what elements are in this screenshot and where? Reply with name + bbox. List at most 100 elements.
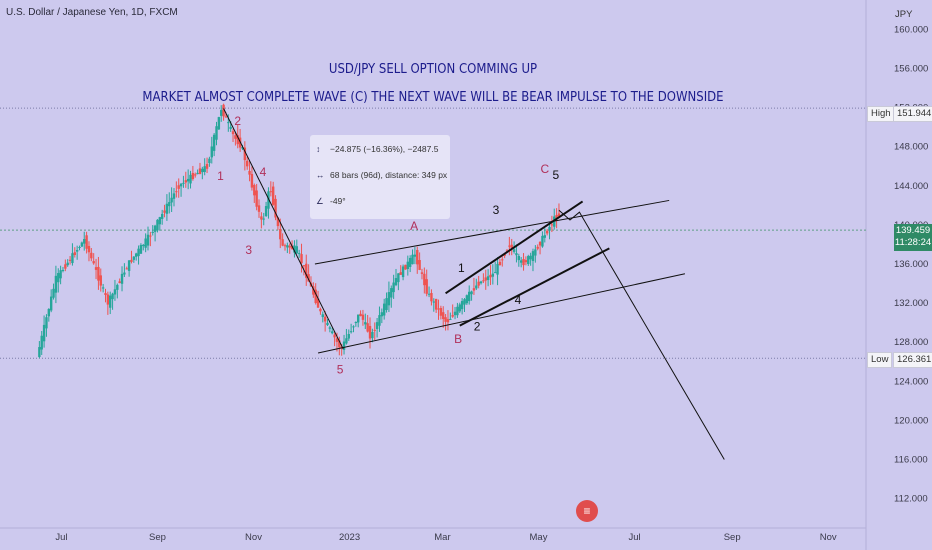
y-tick-label: 124.000 xyxy=(894,376,928,387)
y-tick-label: 156.000 xyxy=(894,63,928,74)
candle-body xyxy=(361,314,365,320)
candle-body xyxy=(522,259,525,266)
candle-body xyxy=(411,254,414,265)
candle-body xyxy=(149,235,152,237)
last-price-badge: 139.459 11:28:24 xyxy=(894,224,932,251)
candle-body xyxy=(196,172,199,175)
candle-body xyxy=(253,184,256,196)
candle-body xyxy=(493,272,497,274)
candle-body xyxy=(536,246,539,249)
wave-label-red: 1 xyxy=(217,169,224,183)
candle-body xyxy=(160,213,164,219)
candle-body xyxy=(458,304,461,312)
candle-body xyxy=(378,315,381,326)
candle-body xyxy=(132,256,136,260)
candle-body xyxy=(189,174,192,184)
candle-body xyxy=(515,253,518,256)
high-label: High xyxy=(871,108,891,119)
brand-logo-icon[interactable]: ≡ xyxy=(576,500,598,522)
price-range-icon: ↕ xyxy=(316,144,321,154)
candle-body xyxy=(439,308,443,316)
candle-body xyxy=(45,317,48,329)
bar-countdown: 11:28:24 xyxy=(894,237,932,248)
candle-body xyxy=(342,341,346,350)
candle-body xyxy=(406,261,410,270)
y-tick-label: 148.000 xyxy=(894,142,928,153)
candle-body xyxy=(220,110,223,116)
y-tick-label: 128.000 xyxy=(894,337,928,348)
candle-body xyxy=(326,322,329,326)
y-tick-label: 116.000 xyxy=(894,455,928,466)
candle-body xyxy=(123,272,126,275)
candle-body xyxy=(321,314,324,318)
y-tick-label: 136.000 xyxy=(894,259,928,270)
candle-body xyxy=(319,308,322,312)
low-value: 126.361 xyxy=(897,354,932,365)
candle-body xyxy=(106,294,110,305)
bar-range-icon: ↔ xyxy=(316,170,325,180)
candle-body xyxy=(543,235,546,238)
candle-body xyxy=(246,160,249,167)
y-tick-label: 160.000 xyxy=(894,24,928,35)
candle-body xyxy=(66,262,69,266)
candle-body xyxy=(38,347,41,357)
candle-body xyxy=(451,315,454,317)
candle-body xyxy=(557,213,561,217)
candle-body xyxy=(434,298,438,310)
measure-tooltip: ↕ −24.875 (−16.36%), −2487.5 ↔ 68 bars (96… xyxy=(310,135,450,219)
candle-body xyxy=(288,245,291,248)
candle-body xyxy=(397,273,400,283)
price-scale-panel xyxy=(866,0,932,550)
wave-label-red: 3 xyxy=(245,243,252,257)
candle-body xyxy=(399,272,402,275)
candle-body xyxy=(78,247,81,249)
y-tick-label: 112.000 xyxy=(894,494,928,505)
wave-label-black: 3 xyxy=(493,203,500,217)
trendline-impulse-channel-top xyxy=(445,200,584,295)
candle-body xyxy=(427,293,431,295)
wave-label-black: 5 xyxy=(552,168,559,182)
candle-body xyxy=(314,289,317,303)
candle-body xyxy=(109,295,112,308)
candle-body xyxy=(323,316,327,322)
candle-body xyxy=(134,253,138,257)
candle-body xyxy=(279,229,282,240)
candle-body xyxy=(368,325,372,339)
candle-body xyxy=(52,288,55,298)
measure-angle: -49° xyxy=(330,196,346,206)
candle-body xyxy=(80,242,84,247)
candle-body xyxy=(340,346,343,348)
candle-body xyxy=(90,252,93,259)
candle-body xyxy=(68,259,72,261)
candle-body xyxy=(482,280,485,282)
candle-body xyxy=(47,308,51,317)
candle-body xyxy=(172,193,176,199)
y-tick-label: 120.000 xyxy=(894,415,928,426)
candle-body xyxy=(375,322,379,329)
candle-body xyxy=(437,308,440,310)
candle-body xyxy=(49,296,53,311)
candle-body xyxy=(477,281,480,286)
candle-body xyxy=(234,135,237,139)
candle-body xyxy=(281,239,284,246)
candle-body xyxy=(380,312,384,317)
candle-body xyxy=(420,272,424,274)
candle-body xyxy=(165,203,169,214)
candle-body xyxy=(276,217,280,227)
candle-body xyxy=(416,250,419,265)
candle-body xyxy=(524,260,528,263)
candle-body xyxy=(312,286,315,295)
symbol-title[interactable]: U.S. Dollar / Japanese Yen, 1D, FXCM xyxy=(6,7,178,18)
wave-label-black: 1 xyxy=(458,261,465,275)
candle-body xyxy=(269,191,273,193)
trendline-decline-line xyxy=(223,108,344,350)
y-tick-label: 144.000 xyxy=(894,181,928,192)
candle-body xyxy=(529,255,532,260)
candle-body xyxy=(92,261,95,264)
candle-body xyxy=(352,326,355,328)
x-tick-label: May xyxy=(530,532,548,543)
candle-body xyxy=(260,216,263,220)
candle-body xyxy=(85,235,88,249)
x-tick-label: Nov xyxy=(820,532,837,543)
